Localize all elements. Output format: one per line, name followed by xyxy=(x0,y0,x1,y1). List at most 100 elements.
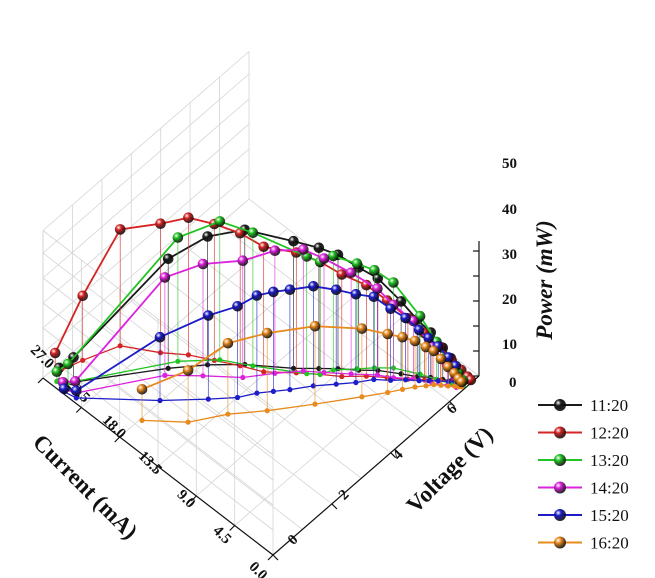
floor-projection-point xyxy=(250,363,256,369)
floor-projection-point xyxy=(385,389,391,396)
data-point xyxy=(268,286,279,298)
floor-projection-point xyxy=(205,396,211,402)
legend-label: 13:20 xyxy=(590,451,629,470)
floor-projection-point xyxy=(157,350,164,356)
floor-projection-point xyxy=(374,372,380,378)
data-point xyxy=(136,384,148,395)
wall-grid-line xyxy=(42,327,274,506)
floor-projection-line xyxy=(141,383,462,423)
floor-projection-point xyxy=(287,387,293,393)
data-point xyxy=(172,232,184,243)
legend-item: 16:20 xyxy=(538,534,629,553)
floor-projection-point xyxy=(417,371,423,377)
wall-grid-line xyxy=(42,98,250,279)
data-point xyxy=(202,231,213,242)
data-point xyxy=(382,328,394,340)
data-point xyxy=(182,365,194,376)
data-point xyxy=(413,324,425,336)
data-point xyxy=(435,353,447,365)
voltage-tick-label: 2 xyxy=(336,487,353,504)
data-point xyxy=(51,366,63,378)
data-point xyxy=(234,227,246,239)
data-point xyxy=(397,331,408,343)
data-point xyxy=(70,376,81,387)
voltage-axis-line xyxy=(272,375,480,556)
data-point xyxy=(409,335,421,347)
floor-projection-point xyxy=(217,357,223,363)
data-point xyxy=(356,323,368,334)
data-point xyxy=(162,253,174,265)
data-point xyxy=(330,284,342,296)
data-point xyxy=(232,301,243,312)
floor-projection-point xyxy=(371,376,377,383)
floor-projection-point xyxy=(446,378,452,385)
series-15:20 xyxy=(58,281,462,404)
data-point xyxy=(251,290,263,301)
floor-projection-point xyxy=(165,365,171,371)
floor-grid-line xyxy=(72,352,303,530)
wall-grid-line xyxy=(42,352,274,531)
floor-projection-point xyxy=(333,381,339,387)
power-tick-label: 0 xyxy=(509,375,517,391)
voltage-axis-title: Voltage (V) xyxy=(402,422,498,518)
data-point xyxy=(351,258,363,269)
legend-marker xyxy=(554,509,566,521)
data-point xyxy=(58,383,70,395)
data-point xyxy=(318,253,330,264)
data-point xyxy=(456,376,468,388)
data-point xyxy=(361,279,372,291)
data-point xyxy=(369,264,380,276)
floor-projection-point xyxy=(348,371,354,377)
floor-projection-point xyxy=(200,373,206,379)
floor-projection-point xyxy=(73,395,79,401)
wall-grid-line xyxy=(42,277,274,456)
current-tick-label: 9.0 xyxy=(174,487,199,512)
axes xyxy=(37,241,480,561)
floor-projection-point xyxy=(234,394,241,401)
voltage-tick-mark xyxy=(331,503,338,510)
floor-projection-point xyxy=(321,369,327,376)
current-tick-label: 4.5 xyxy=(210,523,235,548)
data-point xyxy=(183,212,194,223)
floor-projection-point xyxy=(398,371,404,377)
series-line xyxy=(56,220,464,382)
data-point xyxy=(197,258,209,270)
floor-projection-point xyxy=(290,365,297,371)
data-point xyxy=(114,224,126,235)
voltage-tick-mark xyxy=(390,452,397,459)
wall-grid-line xyxy=(42,73,250,254)
data-point xyxy=(214,216,226,227)
voltage-tick-mark xyxy=(449,401,456,408)
data-point xyxy=(368,291,380,303)
wall-grid-line xyxy=(42,173,250,354)
floor-projection-point xyxy=(205,362,211,368)
legend-marker xyxy=(554,426,566,439)
data-point xyxy=(284,284,296,296)
floor-projection-point xyxy=(261,369,267,375)
floor-projection-point xyxy=(185,419,191,425)
data-point xyxy=(237,255,249,266)
data-point xyxy=(222,337,234,349)
data-point xyxy=(313,242,325,254)
power-axis-title: Power (mW) xyxy=(532,220,557,340)
floor-projection-point xyxy=(80,357,86,363)
current-tick-mark xyxy=(229,525,236,531)
wall-grid-line xyxy=(42,302,274,481)
data-point xyxy=(423,332,435,344)
floor-projection-point xyxy=(399,386,406,392)
frame-line xyxy=(42,51,250,231)
floor-projection-point xyxy=(240,374,246,381)
floor-projection-point xyxy=(185,352,191,358)
floor-projection-point xyxy=(264,408,270,414)
frame-line xyxy=(42,230,274,408)
floor-projection-point xyxy=(270,388,276,394)
current-tick-mark xyxy=(114,436,121,443)
legend-item: 14:20 xyxy=(538,479,629,498)
floor-projection-point xyxy=(435,378,441,384)
data-point xyxy=(400,312,411,324)
floor-projection-point xyxy=(416,378,422,384)
legend-label: 15:20 xyxy=(590,506,629,525)
data-point xyxy=(298,244,309,255)
data-point xyxy=(336,269,348,280)
